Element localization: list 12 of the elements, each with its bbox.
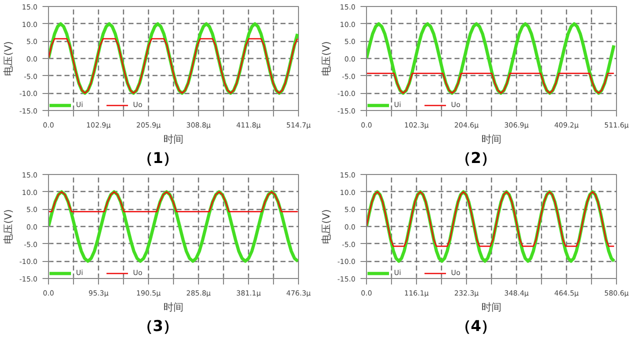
x-axis-title: 时间 [482,302,502,314]
text: （2） [456,148,496,169]
x-axis-title: 时间 [482,134,502,146]
y-axis-title: 电压(V) [2,209,14,244]
x-axis-title: 时间 [164,134,184,146]
y-axis-title: 电压(V) [320,209,332,244]
text: （3） [138,316,178,337]
x-axis-title: 时间 [164,302,184,314]
y-axis-title: 电压(V) [2,41,14,76]
text: （1） [138,148,178,169]
y-axis-title: 电压(V) [320,41,332,76]
text: （4） [456,316,496,337]
